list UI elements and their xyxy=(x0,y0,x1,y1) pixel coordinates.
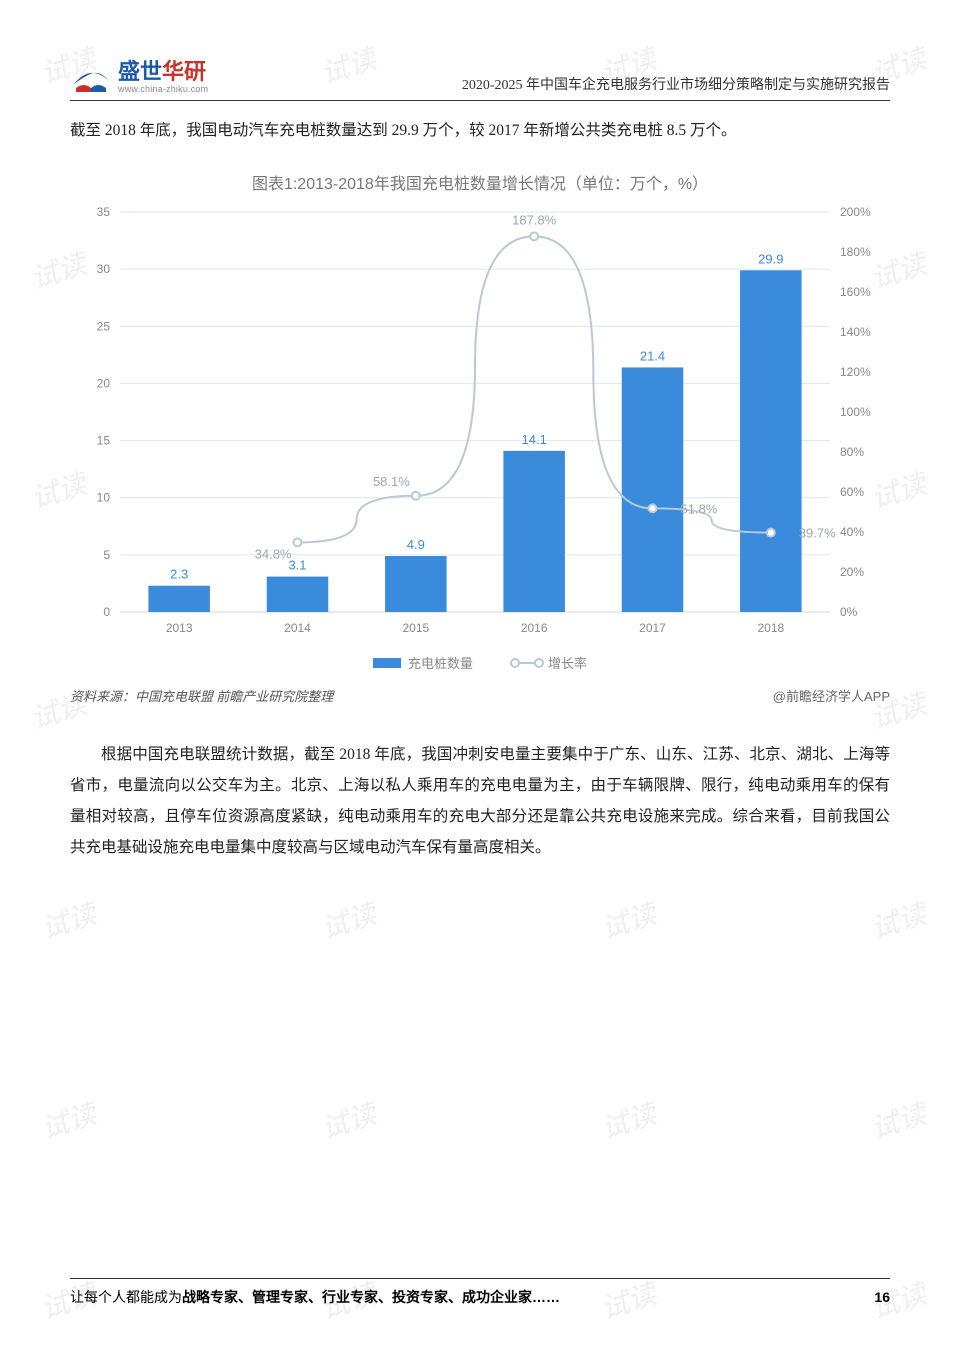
svg-text:120%: 120% xyxy=(840,365,871,379)
svg-text:29.9: 29.9 xyxy=(758,251,783,266)
svg-text:21.4: 21.4 xyxy=(640,348,665,363)
svg-text:60%: 60% xyxy=(840,485,864,499)
svg-text:30: 30 xyxy=(97,262,111,276)
svg-text:35: 35 xyxy=(97,205,111,219)
watermark: 试读 xyxy=(865,892,931,947)
chart-legend: 充电桩数量 增长率 xyxy=(70,653,890,672)
footer-slogan: 让每个人都能成为战略专家、管理专家、行业专家、投资专家、成功企业家…… xyxy=(70,1287,560,1307)
chart: 0 5 10 15 20 25 30 35 0% 20% 40% 60% 80% 100% 120% 140%… xyxy=(70,202,890,705)
svg-text:4.9: 4.9 xyxy=(407,537,425,552)
svg-text:2014: 2014 xyxy=(284,621,311,635)
svg-text:15: 15 xyxy=(97,434,111,448)
svg-text:2.3: 2.3 xyxy=(170,567,188,582)
header-title: 2020-2025 年中国车企充电服务行业市场细分策略制定与实施研究报告 xyxy=(462,74,890,94)
logo-text: 盛世华研 xyxy=(118,61,208,83)
page-number: 16 xyxy=(874,1289,890,1305)
svg-text:2013: 2013 xyxy=(166,621,193,635)
source-right: @前瞻经济学人APP xyxy=(773,686,890,705)
watermark: 试读 xyxy=(595,1092,661,1147)
svg-text:40%: 40% xyxy=(840,525,864,539)
watermark: 试读 xyxy=(35,892,101,947)
svg-text:20: 20 xyxy=(97,376,111,390)
svg-text:10: 10 xyxy=(97,491,111,505)
chart-source: 资料来源：中国充电联盟 前瞻产业研究院整理 @前瞻经济学人APP xyxy=(70,686,890,705)
svg-text:180%: 180% xyxy=(840,245,871,259)
watermark: 试读 xyxy=(35,1092,101,1147)
svg-text:2017: 2017 xyxy=(639,621,666,635)
svg-text:2018: 2018 xyxy=(757,621,784,635)
svg-text:100%: 100% xyxy=(840,405,871,419)
chart-svg: 0 5 10 15 20 25 30 35 0% 20% 40% 60% 80% 100% 120% 140%… xyxy=(70,202,890,642)
paragraph-1: 截至 2018 年底，我国电动汽车充电桩数量达到 29.9 万个，较 2017 … xyxy=(70,115,890,146)
svg-text:39.7%: 39.7% xyxy=(799,526,836,541)
svg-text:0%: 0% xyxy=(840,605,858,619)
svg-text:20%: 20% xyxy=(840,565,864,579)
page-footer: 让每个人都能成为战略专家、管理专家、行业专家、投资专家、成功企业家…… 16 xyxy=(70,1278,890,1307)
watermark: 试读 xyxy=(315,892,381,947)
logo-icon xyxy=(70,60,112,94)
svg-text:51.8%: 51.8% xyxy=(681,501,718,516)
svg-text:80%: 80% xyxy=(840,445,864,459)
svg-text:0: 0 xyxy=(103,605,110,619)
svg-text:14.1: 14.1 xyxy=(522,432,547,447)
legend-line: 增长率 xyxy=(513,653,587,672)
source-left: 资料来源：中国充电联盟 前瞻产业研究院整理 xyxy=(70,686,333,705)
svg-text:140%: 140% xyxy=(840,325,871,339)
watermark: 试读 xyxy=(865,1092,931,1147)
svg-text:2016: 2016 xyxy=(521,621,548,635)
svg-text:160%: 160% xyxy=(840,285,871,299)
page: 试读 试读 试读 试读 试读 试读 试读 试读 试读 试读 试读 试读 试读 试… xyxy=(0,0,960,1357)
svg-text:187.8%: 187.8% xyxy=(512,212,557,227)
svg-text:34.8%: 34.8% xyxy=(255,546,292,561)
logo: 盛世华研 www.china-zhiku.com xyxy=(70,60,208,94)
legend-bar: 充电桩数量 xyxy=(373,653,473,672)
svg-text:58.1%: 58.1% xyxy=(373,474,410,489)
svg-text:2015: 2015 xyxy=(402,621,429,635)
logo-url: www.china-zhiku.com xyxy=(118,85,208,94)
watermark: 试读 xyxy=(595,892,661,947)
paragraph-2: 根据中国充电联盟统计数据，截至 2018 年底，我国冲刺安电量主要集中于广东、山… xyxy=(70,739,890,863)
page-header: 盛世华研 www.china-zhiku.com 2020-2025 年中国车企… xyxy=(70,60,890,101)
svg-text:5: 5 xyxy=(103,548,110,562)
chart-title: 图表1:2013-2018年我国充电桩数量增长情况（单位：万个，%） xyxy=(70,170,890,194)
watermark: 试读 xyxy=(315,1092,381,1147)
svg-text:200%: 200% xyxy=(840,205,871,219)
svg-text:25: 25 xyxy=(97,319,111,333)
